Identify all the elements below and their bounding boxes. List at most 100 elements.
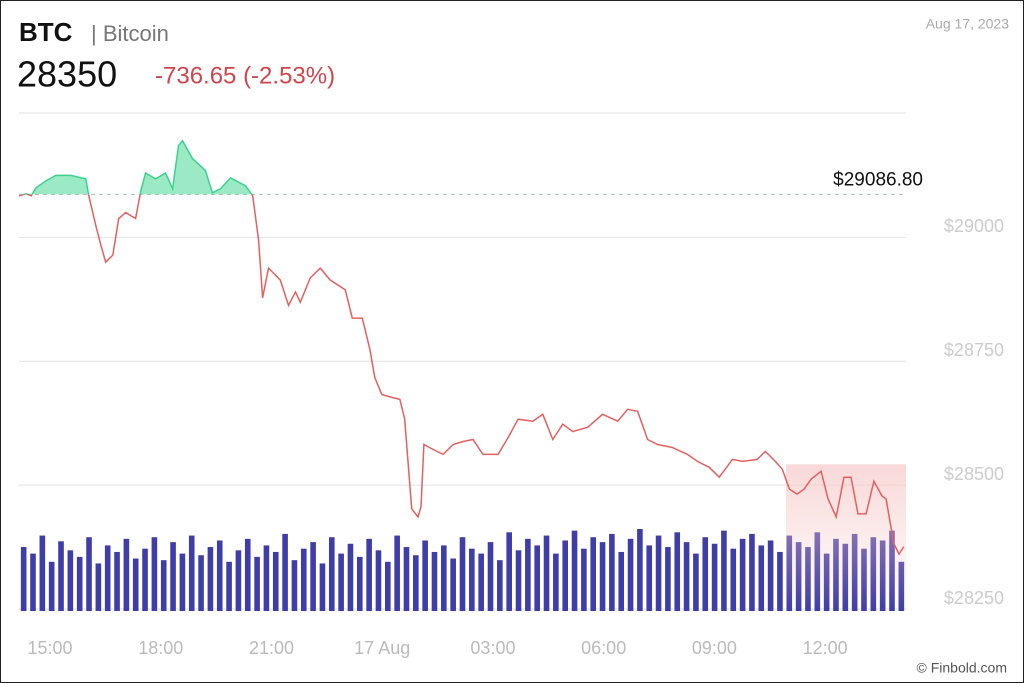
- volume-bar: [151, 537, 158, 611]
- volume-bar: [487, 542, 494, 611]
- volume-bar: [609, 533, 615, 611]
- volume-bar: [347, 543, 354, 611]
- date: Aug 17, 2023: [926, 16, 1010, 32]
- volume-bar: [375, 550, 382, 611]
- volume-bar: [319, 563, 326, 611]
- volume-bar: [693, 553, 699, 611]
- volume-bar: [534, 545, 540, 611]
- volume-bar: [328, 537, 335, 611]
- volume-bar: [599, 542, 606, 611]
- x-tick-label: 18:00: [138, 638, 183, 658]
- y-tick-label: $28500: [944, 464, 1004, 484]
- volume-bar: [366, 538, 372, 611]
- volume-bar: [711, 543, 718, 611]
- volume-bar: [665, 547, 671, 611]
- volume-bar: [216, 540, 223, 611]
- volume-bar: [104, 545, 111, 611]
- volume-bar: [385, 561, 391, 611]
- volume-bar: [291, 560, 298, 611]
- volume-bar: [123, 538, 130, 611]
- volume-bar: [469, 548, 475, 611]
- volume-bar: [618, 551, 625, 611]
- asset-name: | Bitcoin: [91, 21, 169, 46]
- y-tick-label: $28750: [944, 340, 1004, 360]
- volume-bar: [207, 547, 214, 611]
- x-tick-label: 06:00: [581, 638, 626, 658]
- volume-bar: [356, 556, 363, 611]
- y-tick-label: $29000: [944, 216, 1004, 236]
- volume-bar: [478, 553, 484, 611]
- x-tick-label: 17 Aug: [354, 638, 410, 658]
- price-change: -736.65 (-2.53%): [155, 62, 335, 89]
- volume-bar: [263, 545, 270, 611]
- volume-bar: [767, 540, 774, 611]
- volume-bar: [581, 548, 587, 611]
- volume-bar: [114, 551, 120, 611]
- volume-bar: [749, 533, 755, 611]
- credit: © Finbold.com: [917, 660, 1007, 676]
- volume-bar: [198, 555, 204, 611]
- volume-bar: [450, 558, 456, 611]
- x-tick-label: 12:00: [803, 638, 848, 658]
- price-line-up: [21, 139, 253, 195]
- x-tick-label: 09:00: [692, 638, 737, 658]
- volume-bar: [338, 553, 344, 611]
- volume-bar: [590, 537, 597, 611]
- volume-bar: [132, 558, 139, 611]
- fade: [786, 464, 906, 611]
- volume-bar: [431, 551, 438, 611]
- volume-bar: [553, 553, 559, 611]
- up-area: [24, 140, 252, 195]
- volume-bar: [160, 560, 167, 611]
- volume-bar: [739, 538, 746, 611]
- volume-bar: [543, 535, 550, 611]
- volume-bar: [721, 530, 727, 611]
- volume-bar: [497, 560, 503, 611]
- volume-bar: [637, 529, 643, 611]
- volume-bar: [170, 542, 176, 611]
- volume-bar: [67, 550, 74, 611]
- volume-bar: [758, 545, 765, 611]
- price-line: [18, 194, 905, 556]
- volume-bar: [702, 537, 709, 611]
- volume-bar: [571, 530, 578, 611]
- volume-bar: [76, 556, 83, 611]
- volume-bar: [58, 541, 64, 611]
- volume-bar: [422, 540, 428, 611]
- volume-bar: [39, 535, 46, 611]
- volume-bar: [394, 535, 400, 611]
- volume-bar: [86, 537, 92, 611]
- volume-bar: [244, 538, 251, 611]
- volume-bar: [515, 550, 522, 611]
- x-tick-label: 15:00: [27, 638, 72, 658]
- volume-bar: [282, 533, 288, 611]
- volume-bar: [142, 548, 148, 611]
- volume-bar: [459, 537, 466, 611]
- volume-bar: [272, 551, 279, 611]
- volume-bar: [627, 538, 634, 611]
- volume-bar: [777, 551, 783, 611]
- volume-bar: [235, 550, 242, 611]
- volume-bar: [48, 561, 55, 611]
- reference-label: $29086.80: [833, 169, 923, 190]
- volume-bar: [226, 561, 232, 611]
- volume-bar: [95, 563, 102, 611]
- volume-bar: [655, 535, 662, 611]
- volume-bar: [310, 542, 316, 611]
- volume-bar: [525, 538, 531, 611]
- volume-bar: [188, 535, 195, 611]
- volume-bar: [730, 548, 737, 611]
- volume-bar: [403, 547, 410, 611]
- symbol: BTC: [19, 17, 73, 47]
- volume-bar: [30, 553, 36, 611]
- x-tick-label: 03:00: [470, 638, 515, 658]
- volume-bar: [300, 548, 307, 611]
- x-tick-label: 21:00: [249, 638, 294, 658]
- volume-bar: [506, 532, 512, 611]
- volume-bar: [674, 532, 681, 611]
- y-tick-label: $28250: [944, 588, 1004, 608]
- volume-bar: [646, 545, 653, 611]
- price: 28350: [17, 54, 117, 95]
- volume-bar: [683, 542, 690, 611]
